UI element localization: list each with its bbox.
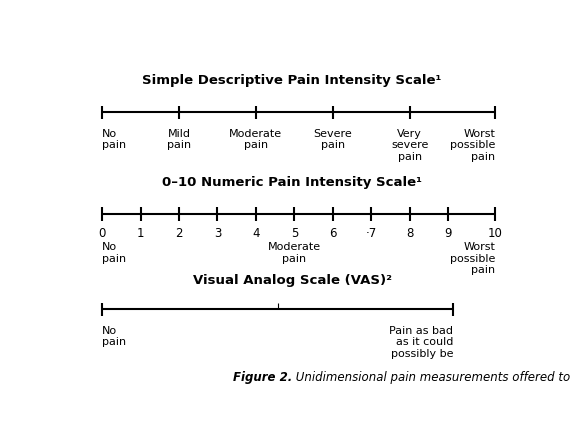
Text: 6: 6 [329,227,336,240]
Text: 5: 5 [291,227,298,240]
Text: Figure 2.: Figure 2. [233,371,292,384]
Text: Worst
possible
pain: Worst possible pain [450,129,495,162]
Text: 0–10 Numeric Pain Intensity Scale¹: 0–10 Numeric Pain Intensity Scale¹ [162,176,422,189]
Text: Pain as bad
as it could
possibly be: Pain as bad as it could possibly be [389,325,453,359]
Text: 9: 9 [444,227,452,240]
Text: Visual Analog Scale (VAS)²: Visual Analog Scale (VAS)² [193,274,392,287]
Text: 8: 8 [406,227,413,240]
Text: 4: 4 [252,227,260,240]
Text: 3: 3 [214,227,221,240]
Text: No
pain: No pain [102,129,127,150]
Text: ·7: ·7 [365,227,377,240]
Text: 1: 1 [137,227,144,240]
Text: Moderate
pain: Moderate pain [268,242,321,264]
Text: 0: 0 [99,227,106,240]
Text: Unidimensional pain measurements offered to clients: Unidimensional pain measurements offered… [292,371,570,384]
Text: Very
severe
pain: Very severe pain [391,129,428,162]
Text: Mild
pain: Mild pain [167,129,191,150]
Text: Severe
pain: Severe pain [314,129,352,150]
Text: Worst
possible
pain: Worst possible pain [450,242,495,275]
Text: No
pain: No pain [102,325,127,347]
Text: 2: 2 [176,227,183,240]
Text: 10: 10 [488,227,503,240]
Text: Simple Descriptive Pain Intensity Scale¹: Simple Descriptive Pain Intensity Scale¹ [142,74,442,87]
Text: Moderate
pain: Moderate pain [229,129,283,150]
Text: No
pain: No pain [102,242,127,264]
